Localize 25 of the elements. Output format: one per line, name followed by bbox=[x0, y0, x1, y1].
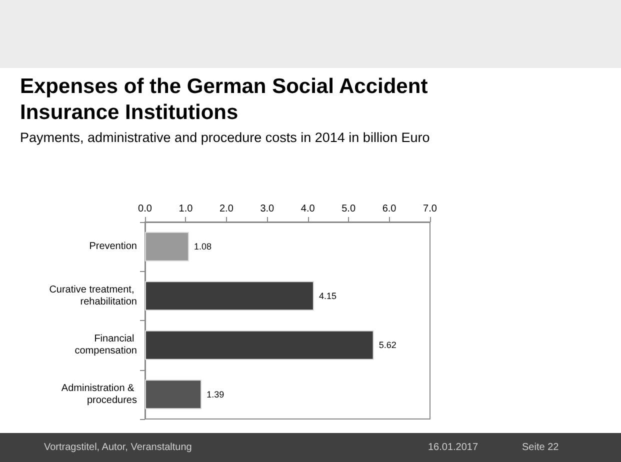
x-tick-label: 4.0 bbox=[300, 204, 316, 214]
x-tick-label: 2.0 bbox=[219, 204, 234, 214]
x-tick-label: 5.0 bbox=[342, 204, 356, 214]
y-tick-label: Financial compensation bbox=[74, 334, 137, 357]
x-tick-label: 1.0 bbox=[178, 204, 194, 214]
data-label: 1.39 bbox=[206, 389, 224, 400]
data-label: 1.08 bbox=[194, 242, 212, 252]
x-tick-label: 7.0 bbox=[423, 204, 438, 214]
y-tick-label: Administration & procedures bbox=[61, 382, 137, 406]
chart-title: Expenses of the German Social Accident Insurance Institutions bbox=[20, 74, 429, 126]
text: 16.01.2017 bbox=[428, 442, 478, 453]
y-tick-label: Prevention bbox=[89, 241, 137, 252]
bar bbox=[145, 380, 202, 410]
text: Vortragstitel, Autor, Veranstaltung bbox=[44, 442, 192, 453]
x-tick-label: 0.0 bbox=[138, 204, 152, 214]
data-label: 4.15 bbox=[318, 290, 336, 301]
bar bbox=[145, 330, 374, 360]
bar bbox=[145, 281, 314, 311]
y-tick-label: Curative treatment, rehabilitation bbox=[49, 284, 137, 308]
x-tick-label: 3.0 bbox=[260, 204, 275, 214]
bar bbox=[145, 232, 189, 262]
chart-subtitle: Payments, administrative and procedure costs in 2014 in billion Euro bbox=[20, 130, 430, 145]
x-tick-label: 6.0 bbox=[382, 204, 397, 214]
data-label: 5.62 bbox=[378, 340, 396, 350]
text: Seite 22 bbox=[522, 442, 559, 453]
